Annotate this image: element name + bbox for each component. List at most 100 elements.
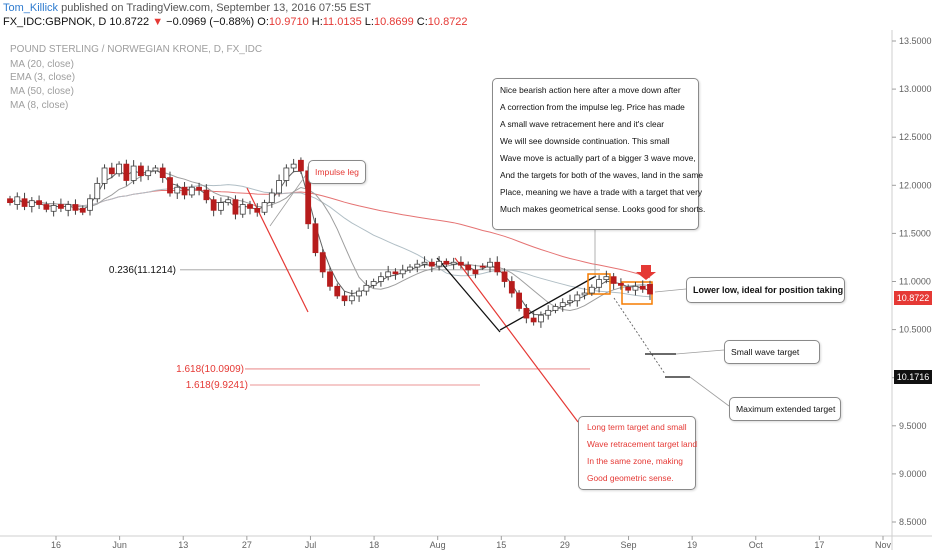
publish-info: published on TradingView.com, September … xyxy=(61,2,371,14)
bull-candle xyxy=(276,180,282,194)
open-label: O: xyxy=(257,16,269,28)
bull-candle xyxy=(225,199,232,204)
bear-candle xyxy=(508,281,515,294)
bear-candle xyxy=(79,207,86,213)
bull-candle xyxy=(116,163,122,175)
y-tick-label: 10.5000 xyxy=(899,325,932,335)
long-term-projection-line xyxy=(454,257,579,423)
long-term-line: Wave retracement target land xyxy=(587,439,698,449)
long-term-target-box[interactable]: Long term target and small Wave retracem… xyxy=(578,416,698,490)
x-tick-label: 17 xyxy=(814,540,824,550)
bull-candle xyxy=(487,261,493,268)
bull-candle xyxy=(348,295,355,302)
bull-candle xyxy=(14,196,21,205)
x-tick-label: 15 xyxy=(496,540,506,550)
bear-candle xyxy=(319,252,326,273)
bull-candle xyxy=(356,290,362,297)
highlight-box xyxy=(587,273,611,295)
bear-candle xyxy=(501,271,508,282)
bull-candle xyxy=(450,261,457,265)
max-extended-target-callout[interactable]: Maximum extended target xyxy=(729,397,841,421)
note-line: A correction from the impulse leg. Price… xyxy=(500,102,685,112)
bear-candle xyxy=(203,189,210,201)
y-tick-label: 13.5000 xyxy=(899,36,932,46)
bear-candle xyxy=(36,200,42,205)
bear-candle xyxy=(472,269,479,275)
bear-candle xyxy=(494,261,501,273)
bear-candle xyxy=(479,265,486,268)
bull-candle xyxy=(538,314,544,323)
legend-ma50[interactable]: MA (50, close) xyxy=(10,86,74,97)
bear-candle xyxy=(392,271,399,275)
low-label: L: xyxy=(364,16,374,28)
long-term-line: Long term target and small xyxy=(587,422,687,432)
legend-ma8[interactable]: MA (8, close) xyxy=(10,100,69,111)
bull-candle xyxy=(283,167,290,181)
bull-candle xyxy=(545,309,552,316)
bull-candle xyxy=(145,170,152,177)
bear-candle xyxy=(159,167,166,179)
bull-candle xyxy=(370,281,377,286)
note-line: We will see downside continuation. This … xyxy=(500,136,670,146)
bull-candle xyxy=(28,200,35,207)
fib-level-label: 0.236(11.1214) xyxy=(109,265,176,276)
bull-candle xyxy=(50,205,57,212)
analysis-note-box[interactable]: Nice bearish action here after a move do… xyxy=(492,78,705,230)
bear-candle xyxy=(123,163,130,181)
symbol-line: FX_IDC:GBPNOK, D 10.8722 ▼ −0.0969 (−0.8… xyxy=(3,16,468,28)
bull-candle xyxy=(130,165,137,181)
x-tick-label: 19 xyxy=(687,540,697,550)
lower-low-callout[interactable]: Lower low, ideal for position taking xyxy=(686,277,845,303)
y-tick-label: 9.5000 xyxy=(899,421,927,431)
bear-candle xyxy=(298,159,304,172)
long-term-line: In the same zone, making xyxy=(587,456,683,466)
bull-candle xyxy=(174,186,181,194)
bear-candle xyxy=(196,186,202,191)
legend-ma20[interactable]: MA (20, close) xyxy=(10,59,74,70)
candlestick-series xyxy=(7,157,653,328)
y-tick-label: 9.0000 xyxy=(899,469,927,479)
bear-candle xyxy=(458,261,464,266)
last-price: 10.8722 xyxy=(109,16,150,28)
bear-candle xyxy=(138,165,144,177)
author-link[interactable]: Tom_Killick xyxy=(3,2,59,14)
high-label: H: xyxy=(311,16,323,28)
bear-candle xyxy=(341,295,348,302)
symbol-name[interactable]: FX_IDC:GBPNOK, xyxy=(3,16,96,28)
high-value: 11.0135 xyxy=(322,16,362,28)
impulse-leg-callout[interactable]: Impulse leg xyxy=(308,160,366,184)
price-chart[interactable]: 0.236(11.1214) 1.618(10.0909) 1.618(9.9241… xyxy=(0,30,932,550)
y-tick-label: 11.5000 xyxy=(899,228,931,238)
projection-dotted-line xyxy=(613,297,666,375)
open-value: 10.9710 xyxy=(268,16,309,28)
bull-candle xyxy=(596,279,602,288)
y-tick-label: 11.0000 xyxy=(899,277,931,287)
bear-candle xyxy=(327,271,333,287)
bear-candle xyxy=(428,261,435,267)
bull-candle xyxy=(559,302,566,307)
bull-candle xyxy=(414,263,421,268)
bull-candle xyxy=(94,182,101,200)
close-value: 10.8722 xyxy=(427,16,468,28)
bull-candle xyxy=(603,276,610,280)
x-tick-label: 18 xyxy=(369,540,379,550)
close-label: C: xyxy=(416,16,428,28)
x-tick-label: Sep xyxy=(621,540,637,550)
bear-candle xyxy=(254,207,261,213)
legend-ema3[interactable]: EMA (3, close) xyxy=(10,72,76,83)
bear-candle xyxy=(443,260,450,265)
bull-candle xyxy=(567,300,573,304)
y-tick-label: 8.5000 xyxy=(899,517,927,527)
bear-candle xyxy=(43,204,50,210)
low-value: 10.8699 xyxy=(373,16,414,28)
bear-candle xyxy=(647,283,653,295)
small-wave-target-callout[interactable]: Small wave target xyxy=(724,340,820,364)
bull-candle xyxy=(268,192,275,204)
bull-candle xyxy=(574,294,581,302)
bull-candle xyxy=(101,167,108,184)
target-price-tag: 10.1716 xyxy=(894,370,932,384)
bear-candle xyxy=(181,186,188,196)
note-line: Place, meaning we have a trade with a ta… xyxy=(500,187,703,197)
y-tick-label: 13.0000 xyxy=(899,84,932,94)
y-tick-label: 12.0000 xyxy=(899,180,932,190)
